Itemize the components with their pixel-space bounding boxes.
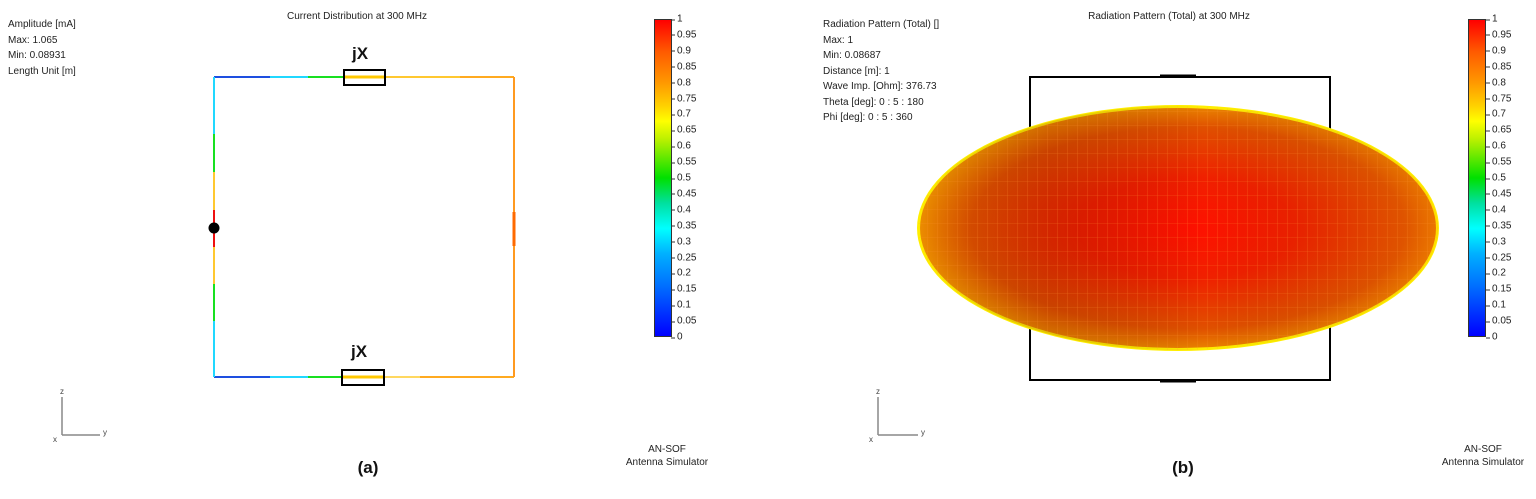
min-value: Min: 0.08931 xyxy=(8,50,66,61)
loop-antenna-diagram xyxy=(208,69,516,386)
tick-label: 0.65 xyxy=(670,124,697,136)
tick-label: 0.3 xyxy=(1486,236,1506,248)
tick-label: 0.9 xyxy=(1486,45,1506,57)
tick-label: 1 xyxy=(1486,13,1498,25)
max-value: Max: 1.065 xyxy=(8,34,58,46)
tick-label: 0.4 xyxy=(1486,204,1506,216)
tick-label: 0.25 xyxy=(670,252,697,263)
tick-label: 0.05 xyxy=(1485,315,1512,327)
tick-label: 0.55 xyxy=(1485,156,1512,168)
plot-title: Radiation Pattern (Total) at 300 MHz xyxy=(1088,11,1250,22)
tick-label: 0.6 xyxy=(671,140,691,152)
load-box-top xyxy=(343,69,386,86)
radiation-pattern-3d xyxy=(917,74,1439,383)
load-box-bottom xyxy=(341,369,385,386)
figure-caption: (a) xyxy=(357,458,379,477)
radiation-pattern-panel: Radiation Pattern (Total) [] Max: 1 Min:… xyxy=(768,0,1536,499)
tick-label: 0.5 xyxy=(671,172,691,184)
tick-label: 0.65 xyxy=(1485,124,1512,136)
figure-caption: (b) xyxy=(1172,458,1194,477)
brand-name: AN-SOF xyxy=(648,444,686,455)
brand-label: AN-SOF Antenna Simulator xyxy=(1428,443,1536,469)
tick-label: 0.8 xyxy=(671,77,691,89)
info-block: Radiation Pattern (Total) [] Max: 1 Min:… xyxy=(823,17,939,126)
tick-label: 0.6 xyxy=(1486,140,1506,152)
tick-label: 0.7 xyxy=(671,108,691,120)
tick-label: 0.9 xyxy=(671,45,691,57)
axis-x-label: x xyxy=(869,435,873,444)
brand-name: AN-SOF xyxy=(1464,444,1502,455)
tick-label: 0.2 xyxy=(671,267,691,279)
tick-label: 0.95 xyxy=(1485,29,1512,41)
tick-label: 0.8 xyxy=(1486,77,1506,89)
wave-impedance-value: Wave Imp. [Ohm]: 376.73 xyxy=(823,81,937,92)
axis-z-label: z xyxy=(876,387,880,396)
tick-label: 0.25 xyxy=(1485,252,1512,263)
load-label-bottom: jX xyxy=(351,342,368,361)
tick-label: 0.45 xyxy=(1485,188,1512,200)
colorbar xyxy=(1468,19,1486,337)
tick-label: 0.85 xyxy=(1485,61,1512,73)
max-value: Max: 1 xyxy=(823,34,854,46)
brand-label: AN-SOF Antenna Simulator xyxy=(612,443,722,469)
axis-y-label: y xyxy=(103,428,107,437)
theta-range: Theta [deg]: 0 : 5 : 180 xyxy=(823,96,924,108)
brand-subtitle: Antenna Simulator xyxy=(1441,457,1525,468)
info-block: Amplitude [mA] Max: 1.065 Min: 0.08931 L… xyxy=(8,17,76,79)
colorbar xyxy=(654,19,672,337)
min-value: Min: 0.08687 xyxy=(823,50,881,61)
axes-triad: z y x xyxy=(866,387,936,447)
plot-title: Current Distribution at 300 MHz xyxy=(286,11,428,22)
tick-label: 1 xyxy=(671,13,683,25)
voltage-source-icon xyxy=(208,222,220,234)
tick-label: 0.7 xyxy=(1486,108,1506,120)
tick-label: 0.55 xyxy=(670,156,697,168)
phi-range: Phi [deg]: 0 : 5 : 360 xyxy=(823,112,913,123)
tick-label: 0.3 xyxy=(671,236,691,248)
tick-label: 0.85 xyxy=(670,61,697,73)
tick-label: 0 xyxy=(1486,331,1498,343)
axis-y-label: y xyxy=(921,428,925,437)
tick-label: 0.4 xyxy=(671,204,691,216)
tick-label: 0.05 xyxy=(670,315,697,327)
tick-label: 0.45 xyxy=(670,188,697,200)
tick-label: 0.35 xyxy=(1485,220,1512,232)
tick-label: 0.15 xyxy=(1485,283,1512,295)
tick-label: 0.95 xyxy=(670,29,697,41)
brand-subtitle: Antenna Simulator xyxy=(625,457,709,468)
tick-label: 0.75 xyxy=(1485,93,1512,104)
tick-label: 0.1 xyxy=(1486,299,1506,311)
tick-label: 0.75 xyxy=(670,93,697,104)
axes-triad: z y x xyxy=(50,387,120,447)
tick-label: 0.5 xyxy=(1486,172,1506,184)
length-unit: Length Unit [m] xyxy=(8,65,76,77)
tick-label: 0.2 xyxy=(1486,267,1506,279)
quantity-label: Radiation Pattern (Total) [] xyxy=(823,19,940,30)
load-label-top: jX xyxy=(352,44,369,63)
axis-x-label: x xyxy=(53,435,57,444)
axis-z-label: z xyxy=(60,387,64,396)
current-distribution-panel: Amplitude [mA] Max: 1.065 Min: 0.08931 L… xyxy=(8,11,722,477)
distance-value: Distance [m]: 1 xyxy=(823,65,890,77)
tick-label: 0.15 xyxy=(670,283,697,295)
quantity-label: Amplitude [mA] xyxy=(8,19,76,30)
tick-label: 0.1 xyxy=(671,299,691,311)
tick-label: 0.35 xyxy=(670,220,697,232)
tick-label: 0 xyxy=(671,331,683,343)
